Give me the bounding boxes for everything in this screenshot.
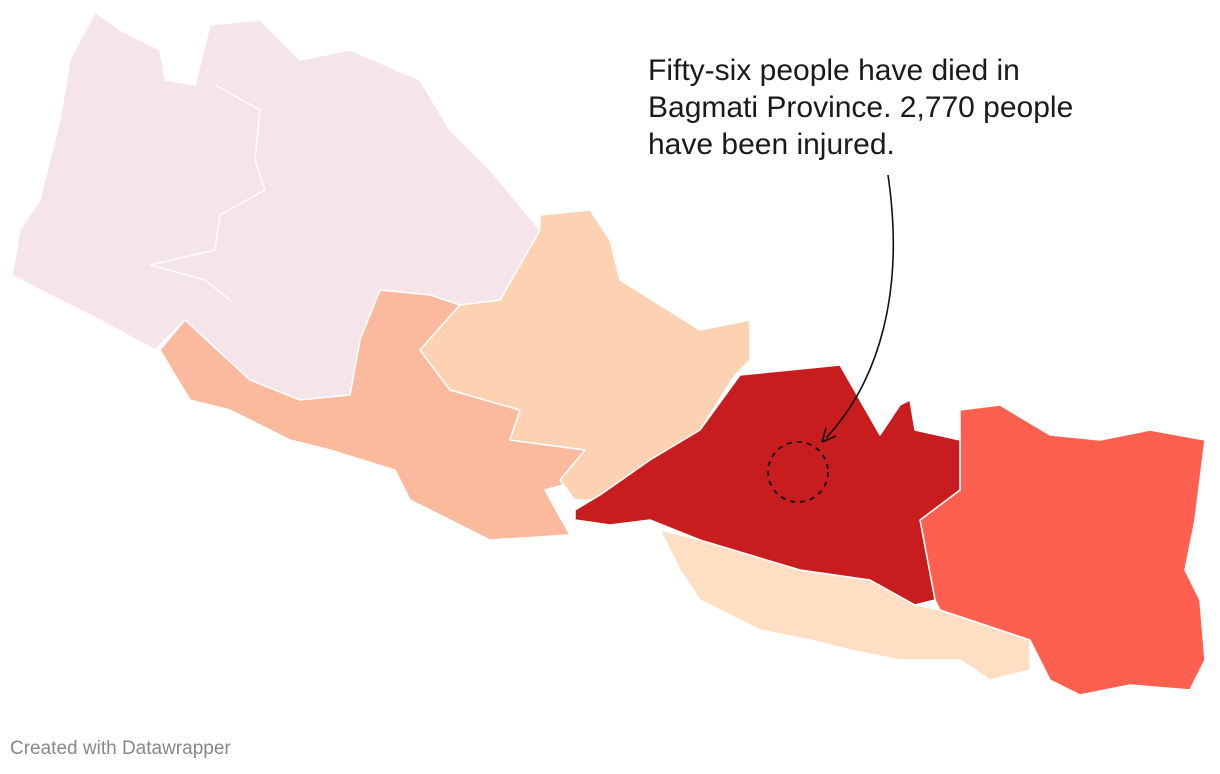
footer: Created with Datawrapper	[10, 738, 231, 759]
province-bagmati	[574, 364, 961, 606]
highlight-circle	[767, 441, 829, 503]
arrow-head	[821, 427, 837, 443]
province-koshi	[919, 404, 1206, 696]
annotation-arrow	[825, 174, 894, 439]
province-gandaki	[419, 209, 751, 501]
province-border	[149, 84, 266, 301]
annotation: Fifty-six people have died in Bagmati Pr…	[648, 54, 1074, 161]
